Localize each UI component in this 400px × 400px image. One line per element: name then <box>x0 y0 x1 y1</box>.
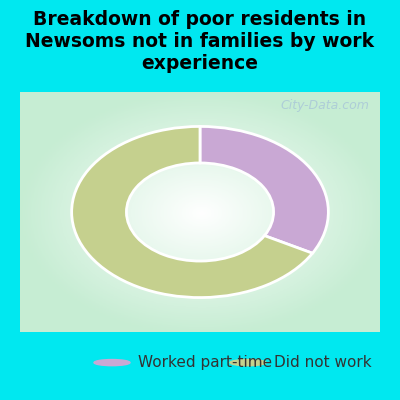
Text: City-Data.com: City-Data.com <box>280 99 369 112</box>
Text: Breakdown of poor residents in
Newsoms not in families by work
experience: Breakdown of poor residents in Newsoms n… <box>26 10 374 73</box>
Wedge shape <box>72 126 312 298</box>
Circle shape <box>230 360 266 366</box>
Text: Worked part-time: Worked part-time <box>138 355 272 370</box>
Wedge shape <box>200 126 328 253</box>
Text: Did not work: Did not work <box>274 355 372 370</box>
Circle shape <box>94 360 130 366</box>
